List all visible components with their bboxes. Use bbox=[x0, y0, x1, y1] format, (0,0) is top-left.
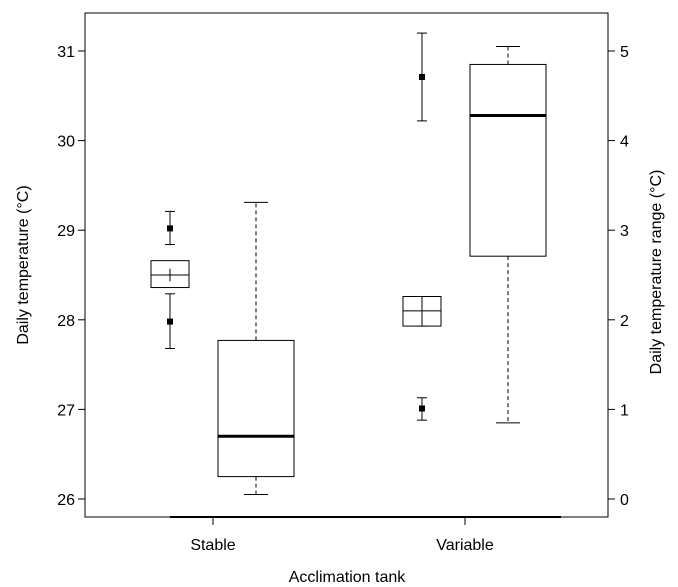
box-body bbox=[469, 63, 547, 257]
right-y-tick-label: 2 bbox=[620, 313, 629, 330]
box-body bbox=[217, 339, 295, 478]
mean-point-marker bbox=[419, 73, 425, 80]
box-stable-right bbox=[217, 201, 295, 496]
left-y-tick-label: 31 bbox=[57, 44, 75, 61]
right-y-axis-title: Daily temperature range (°C) bbox=[648, 170, 665, 375]
left-y-axis-title: Daily temperature (°C) bbox=[15, 185, 32, 344]
x-tick-label: Variable bbox=[436, 537, 494, 554]
left-y-axis: 26 27 28 29 30 31 bbox=[57, 44, 85, 509]
left-y-tick-label: 26 bbox=[57, 492, 75, 509]
box-stable-left bbox=[150, 260, 190, 289]
mean-point-series bbox=[165, 32, 427, 421]
right-y-tick-label: 1 bbox=[620, 402, 629, 419]
x-axis: Stable Variable bbox=[170, 516, 561, 554]
right-y-tick-label: 4 bbox=[620, 134, 629, 151]
mean-point-stable bbox=[165, 210, 175, 246]
mean-point-variable bbox=[417, 32, 427, 122]
left-y-tick-label: 29 bbox=[57, 223, 75, 240]
right-y-axis: 0 1 2 3 4 5 bbox=[608, 44, 629, 509]
mean-point-marker bbox=[419, 405, 425, 412]
left-y-tick-label: 28 bbox=[57, 313, 75, 330]
right-y-tick-label: 0 bbox=[620, 492, 629, 509]
x-axis-title: Acclimation tank bbox=[289, 569, 406, 586]
box-variable-right bbox=[469, 46, 547, 424]
left-y-tick-label: 27 bbox=[57, 402, 75, 419]
x-tick-label: Stable bbox=[190, 537, 235, 554]
mean-point-marker bbox=[167, 225, 173, 232]
box-series bbox=[150, 46, 547, 496]
right-y-tick-label: 5 bbox=[620, 44, 629, 61]
mean-point-stable bbox=[165, 293, 175, 349]
mean-point-marker bbox=[167, 318, 173, 325]
mean-point-variable bbox=[417, 397, 427, 421]
box-variable-left bbox=[402, 296, 442, 327]
right-y-tick-label: 3 bbox=[620, 223, 629, 240]
left-y-tick-label: 30 bbox=[57, 134, 75, 151]
